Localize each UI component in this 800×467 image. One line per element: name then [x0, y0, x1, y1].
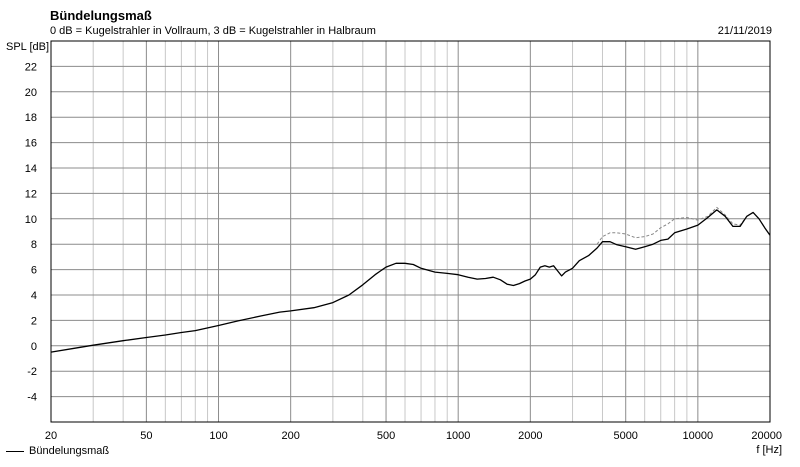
x-tick-label: 20000: [751, 430, 782, 442]
legend: Bündelungsmaß: [6, 445, 109, 457]
x-tick-label: 10000: [683, 430, 714, 442]
y-axis-label: SPL [dB]: [6, 41, 49, 53]
x-axis-label: f [Hz]: [756, 444, 782, 456]
y-tick-label: 10: [25, 214, 37, 226]
y-tick-label: 0: [31, 341, 37, 353]
series-layer: [50, 206, 771, 353]
legend-line-swatch: [6, 450, 24, 452]
x-tick-label: 1000: [446, 430, 470, 442]
x-tick-label: 100: [209, 430, 227, 442]
y-tick-label: 16: [25, 138, 37, 150]
y-tick-label: 22: [25, 61, 37, 73]
tick-labels: -4 -2 0 2 4 6 8 10 12 14 16 18 20 22 20 50 100 200 500 1000…: [25, 61, 782, 442]
x-tick-label: 500: [377, 430, 395, 442]
y-tick-label: 20: [25, 87, 37, 99]
chart-date: 21/11/2019: [717, 25, 772, 37]
y-tick-label: 18: [25, 112, 37, 124]
major-grid: [51, 41, 770, 422]
plot-frame: [50, 40, 771, 423]
series-line-dashed: [596, 206, 748, 245]
y-tick-label: 14: [25, 163, 37, 175]
legend-label: Bündelungsmaß: [29, 445, 110, 457]
y-tick-label: 6: [31, 265, 37, 277]
x-tick-label: 20: [45, 430, 57, 442]
y-tick-label: -2: [27, 366, 37, 378]
y-tick-label: 12: [25, 188, 37, 200]
y-tick-label: -4: [27, 392, 37, 404]
x-tick-label: 2000: [518, 430, 542, 442]
y-tick-label: 8: [31, 239, 37, 251]
series-line: [50, 209, 771, 353]
minor-grid: [92, 41, 688, 422]
x-tick-label: 50: [140, 430, 152, 442]
x-tick-label: 200: [281, 430, 299, 442]
chart-subtitle: 0 dB = Kugelstrahler in Vollraum, 3 dB =…: [50, 25, 376, 37]
y-tick-label: 4: [31, 290, 37, 302]
y-tick-label: 2: [31, 315, 37, 327]
chart-title: Bündelungsmaß: [50, 8, 152, 23]
x-tick-label: 5000: [613, 430, 637, 442]
